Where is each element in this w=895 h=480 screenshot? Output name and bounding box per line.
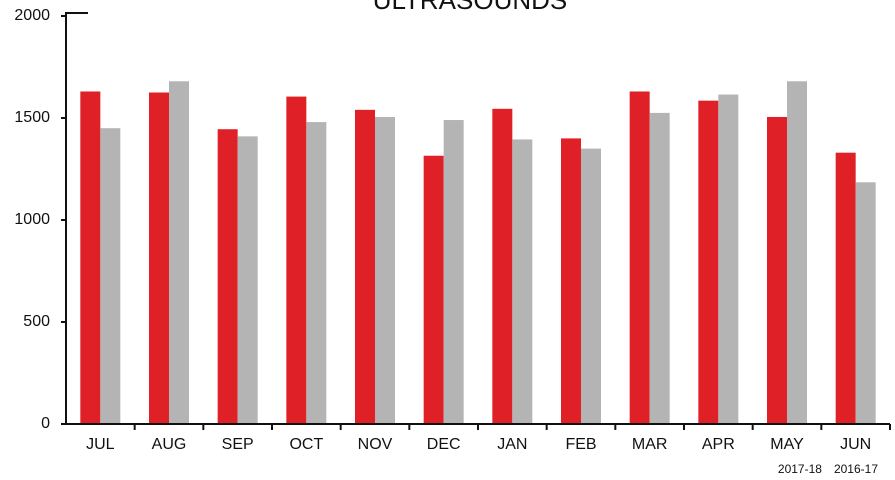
bar: [787, 81, 807, 424]
bar: [629, 91, 650, 424]
x-tick-label: OCT: [289, 436, 323, 453]
bar: [149, 92, 169, 424]
bar: [512, 139, 533, 425]
legend-label: 2017-18: [778, 462, 822, 476]
bar: [718, 94, 739, 424]
x-tick-label: SEP: [222, 436, 254, 453]
bar: [561, 138, 581, 424]
bar: [492, 108, 513, 424]
x-tick-label: JUL: [86, 436, 115, 453]
x-tick-label: AUG: [152, 436, 187, 453]
x-tick-label: FEB: [565, 436, 596, 453]
bar: [443, 120, 464, 424]
y-tick-label: 1000: [14, 211, 50, 228]
bar: [169, 81, 189, 424]
bar: [286, 96, 307, 424]
bar: [581, 148, 601, 424]
bar: [237, 136, 258, 425]
x-tick-label: MAY: [770, 436, 804, 453]
y-tick-label: 0: [41, 415, 50, 432]
x-tick-label: APR: [702, 436, 735, 453]
x-tick-label: NOV: [358, 436, 393, 453]
bar: [100, 128, 121, 424]
y-tick-label: 500: [23, 313, 50, 330]
y-tick-label: 2000: [14, 7, 50, 24]
x-tick-label: JUN: [840, 436, 871, 453]
legend-label: 2016-17: [834, 462, 878, 476]
y-tick-label: 1500: [14, 109, 50, 126]
bar: [423, 155, 444, 425]
bar: [217, 129, 238, 424]
bar: [375, 116, 395, 424]
bar: [835, 152, 856, 424]
bar: [80, 91, 101, 424]
bar: [698, 100, 719, 424]
bar: [306, 122, 327, 424]
bar: [355, 109, 375, 424]
x-tick-label: MAR: [632, 436, 668, 453]
bar: [649, 112, 670, 425]
bar: [767, 116, 787, 424]
bar: [855, 182, 876, 424]
x-tick-label: JAN: [497, 436, 527, 453]
chart-title: ULTRASOUNDS: [373, 0, 568, 15]
x-tick-label: DEC: [427, 436, 461, 453]
